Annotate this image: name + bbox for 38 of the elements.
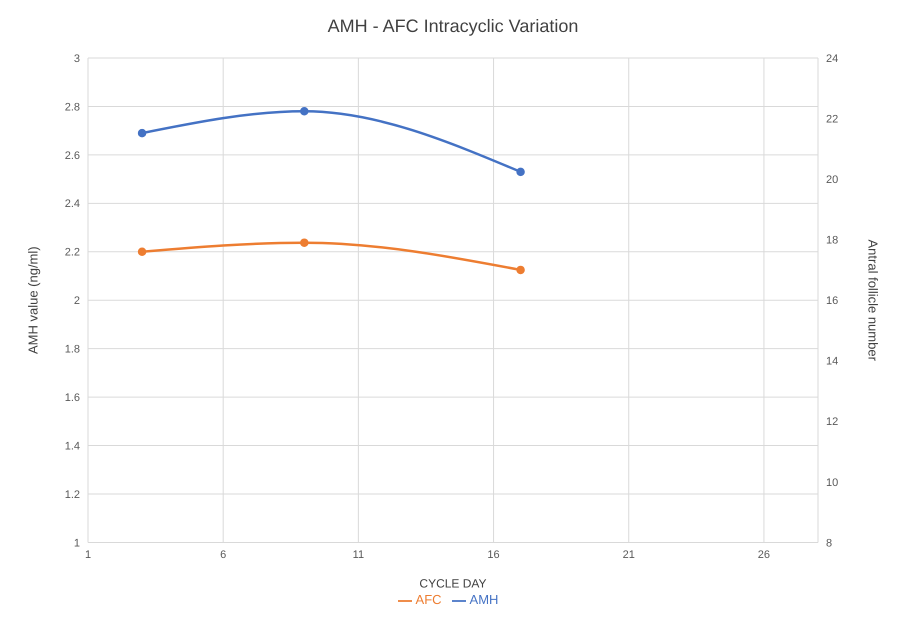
y-tick-label: 1.4: [64, 440, 80, 452]
y2-tick-label: 12: [826, 416, 838, 428]
point: [516, 168, 525, 176]
y2-tick-label: 24: [826, 52, 838, 65]
x-tick-label: 26: [758, 549, 770, 562]
x-tick-label: 1: [84, 549, 92, 562]
y-tick-label: 2.6: [64, 150, 80, 162]
y2-tick-label: 8: [826, 537, 832, 550]
y-tick-label: 2.4: [64, 198, 80, 210]
x-tick-label: 11: [352, 549, 364, 562]
y-tick-label: 1.8: [64, 344, 80, 356]
y-axis-title: AMH value (ng/ml): [26, 246, 41, 354]
point: [300, 238, 309, 247]
legend-label: AMH: [470, 592, 498, 608]
x-tick-label: 16: [487, 549, 500, 562]
y2-tick-label: 14: [826, 356, 838, 368]
legend-label: AFC: [416, 592, 442, 608]
y2-tick-label: 18: [826, 234, 838, 247]
point: [516, 266, 525, 274]
x-axis-title: CYCLE DAY: [419, 576, 487, 590]
point: [300, 107, 309, 116]
y2-tick-label: 16: [826, 295, 838, 308]
y2-tick-label: 10: [826, 476, 838, 489]
y-tick-label: 3: [74, 52, 80, 65]
y-tick-label: 2.8: [64, 101, 80, 114]
point: [138, 248, 146, 256]
y-tick-label: 1.6: [64, 392, 80, 404]
y-tick-label: 2: [74, 295, 80, 308]
y-tick-label: 1.2: [64, 488, 80, 501]
y-tick-label: 1: [74, 537, 80, 550]
y-tick-label: 2.2: [64, 246, 80, 259]
point: [138, 128, 146, 138]
y2-axis-title: Antral follicle number: [865, 240, 880, 362]
x-tick-label: 21: [622, 549, 635, 562]
y2-tick-label: 22: [826, 113, 838, 126]
x-tick-label: 6: [220, 549, 226, 562]
chart-title: AMH - AFC Intracyclic Variation: [326, 15, 580, 38]
y2-tick-label: 20: [826, 174, 838, 186]
